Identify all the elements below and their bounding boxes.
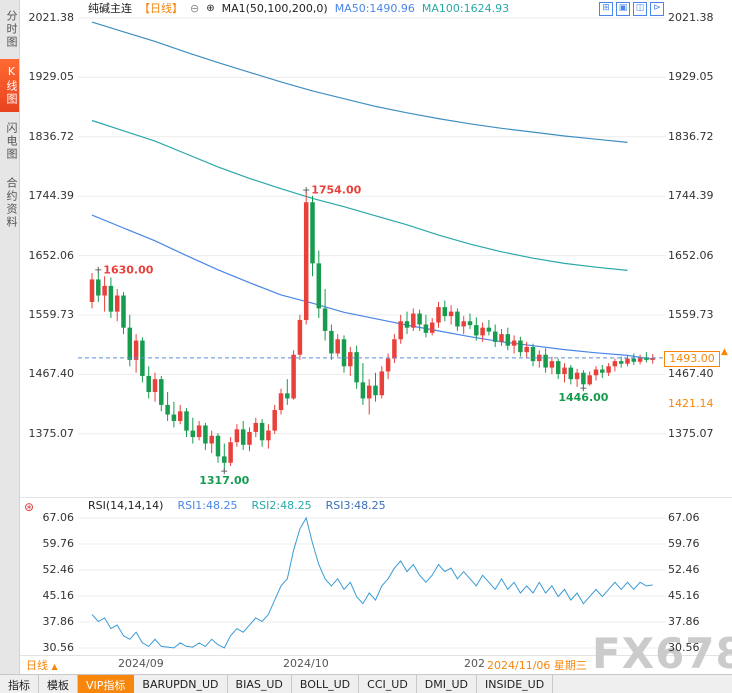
axis-separator [20, 655, 732, 656]
chart-header: 纯碱主连 【日线】 ⊖ ⊕ MA1(50,100,200,0) MA50:149… [88, 0, 509, 16]
price-axis-label: 2021.38 [28, 11, 75, 24]
indicator-tab-bar: 指标 模板 VIP指标 BARUPDN_UD BIAS_UD BOLL_UD CCI_UD D… [0, 674, 732, 693]
price-axis-label: 1375.07 [28, 427, 75, 440]
tab-inside-ud[interactable]: INSIDE_UD [477, 675, 554, 693]
rsi-axis-label: 52.46 [668, 563, 700, 576]
price-axis-label: 1744.39 [668, 189, 714, 202]
current-date-label: 2024/11/06 星期三 [487, 657, 587, 673]
rsi-axis-label: 37.86 [42, 615, 75, 628]
rsi-label[interactable]: RSI(14,14,14) [88, 499, 164, 512]
rsi-axis-label: 67.06 [668, 511, 700, 524]
price-axis-label: 1467.40 [668, 367, 714, 380]
period-dropdown[interactable]: 日线 ▲ [26, 657, 58, 673]
chevron-up-icon: ▲ [51, 662, 58, 671]
rsi2-value-label: RSI2:48.25 [251, 499, 312, 512]
price-axis-label: 2021.38 [668, 11, 714, 24]
layout-icon[interactable]: ◫ [633, 2, 647, 16]
rsi-header: RSI(14,14,14) RSI1:48.25 RSI2:48.25 RSI3… [88, 499, 386, 512]
sidebar-item-flash-chart[interactable]: 闪电图 [5, 122, 18, 161]
current-price-badge: 1493.00 [664, 351, 720, 367]
price-axis-label: 1836.72 [668, 130, 714, 143]
period-dropdown-label: 日线 [26, 659, 48, 672]
svg-text:1630.00: 1630.00 [103, 263, 153, 276]
price-axis-label: 1559.73 [668, 308, 714, 321]
next-panel-icon[interactable]: ⊳ [650, 2, 664, 16]
chart-type-sidebar: 分时图 K线图闪电图合约资料 [0, 0, 20, 674]
x-axis-tick: 2024/09 [118, 657, 164, 670]
rsi-axis-label: 45.16 [42, 589, 75, 602]
rsi-axis-label: 52.46 [42, 563, 75, 576]
tab-indicators[interactable]: 指标 [0, 675, 39, 693]
price-axis-label: 1467.40 [28, 367, 75, 380]
rsi-axis-label: 59.76 [42, 537, 75, 550]
collapse-indicator-icon[interactable]: ⊖ [190, 1, 200, 15]
svg-text:1317.00: 1317.00 [199, 474, 249, 487]
price-axis-label: 1744.39 [28, 189, 75, 202]
period-tag[interactable]: 【日线】 [139, 2, 183, 15]
ma100-value-label: MA100:1624.93 [421, 1, 510, 15]
rsi-chart[interactable] [78, 510, 666, 658]
chart-toolbar-icon-group: ⊞ ▣ ◫ ⊳ [599, 2, 664, 16]
tab-barupdn-ud[interactable]: BARUPDN_UD [134, 675, 228, 693]
rsi-axis-label: 67.06 [42, 511, 75, 524]
pane-separator [20, 497, 732, 498]
price-axis-label: 1559.73 [28, 308, 75, 321]
rsi-axis-label: 37.86 [668, 615, 700, 628]
candlestick-chart[interactable]: 1630.00 1754.00 1317.00 1446.00 [78, 16, 666, 498]
price-axis-label: 1929.05 [28, 70, 75, 83]
price-up-arrow-icon: ▲ [721, 347, 728, 357]
pan-icon[interactable]: ⊞ [599, 2, 613, 16]
zoom-box-icon[interactable]: ▣ [616, 2, 630, 16]
price-axis-label: 1929.05 [668, 70, 714, 83]
rsi1-value-label: RSI1:48.25 [177, 499, 238, 512]
price-axis-label: 1375.07 [668, 427, 714, 440]
tab-bias-ud[interactable]: BIAS_UD [228, 675, 292, 693]
price-axis-label: 1836.72 [28, 130, 75, 143]
rsi-indicator-icon[interactable]: ⊛ [24, 500, 35, 514]
x-axis: 日线 ▲ 2024/11/06 星期三 2024/09 2024/10 202 [0, 657, 732, 673]
ma50-value-label: MA50:1490.96 [334, 1, 415, 15]
prev-settle-label: 1421.14 [668, 397, 714, 410]
price-axis-label: 1652.06 [28, 249, 75, 262]
indicator-settings-icon[interactable]: ⊕ [206, 2, 215, 14]
sidebar-item-time-chart[interactable]: 分时图 [5, 10, 18, 49]
sidebar-item-kline-chart[interactable]: K线图 [0, 59, 19, 112]
tab-boll-ud[interactable]: BOLL_UD [292, 675, 360, 693]
tab-dmi-ud[interactable]: DMI_UD [417, 675, 478, 693]
instrument-title: 纯碱主连 [88, 2, 132, 15]
ma-settings-label[interactable]: MA1(50,100,200,0) [221, 1, 328, 15]
rsi-axis-label: 30.56 [668, 641, 700, 654]
svg-text:1446.00: 1446.00 [558, 391, 608, 404]
x-axis-tick: 202 [464, 657, 485, 670]
rsi3-value-label: RSI3:48.25 [325, 499, 386, 512]
rsi-axis-label: 30.56 [42, 641, 75, 654]
svg-text:1754.00: 1754.00 [311, 184, 361, 197]
tab-cci-ud[interactable]: CCI_UD [359, 675, 417, 693]
price-axis-label: 1652.06 [668, 249, 714, 262]
x-axis-tick: 2024/10 [283, 657, 329, 670]
rsi-axis-label: 45.16 [668, 589, 700, 602]
sidebar-item-contract-info[interactable]: 合约资料 [5, 177, 18, 229]
tab-templates[interactable]: 模板 [39, 675, 78, 693]
rsi-axis-label: 59.76 [668, 537, 700, 550]
tab-vip-indicators[interactable]: VIP指标 [78, 675, 135, 693]
